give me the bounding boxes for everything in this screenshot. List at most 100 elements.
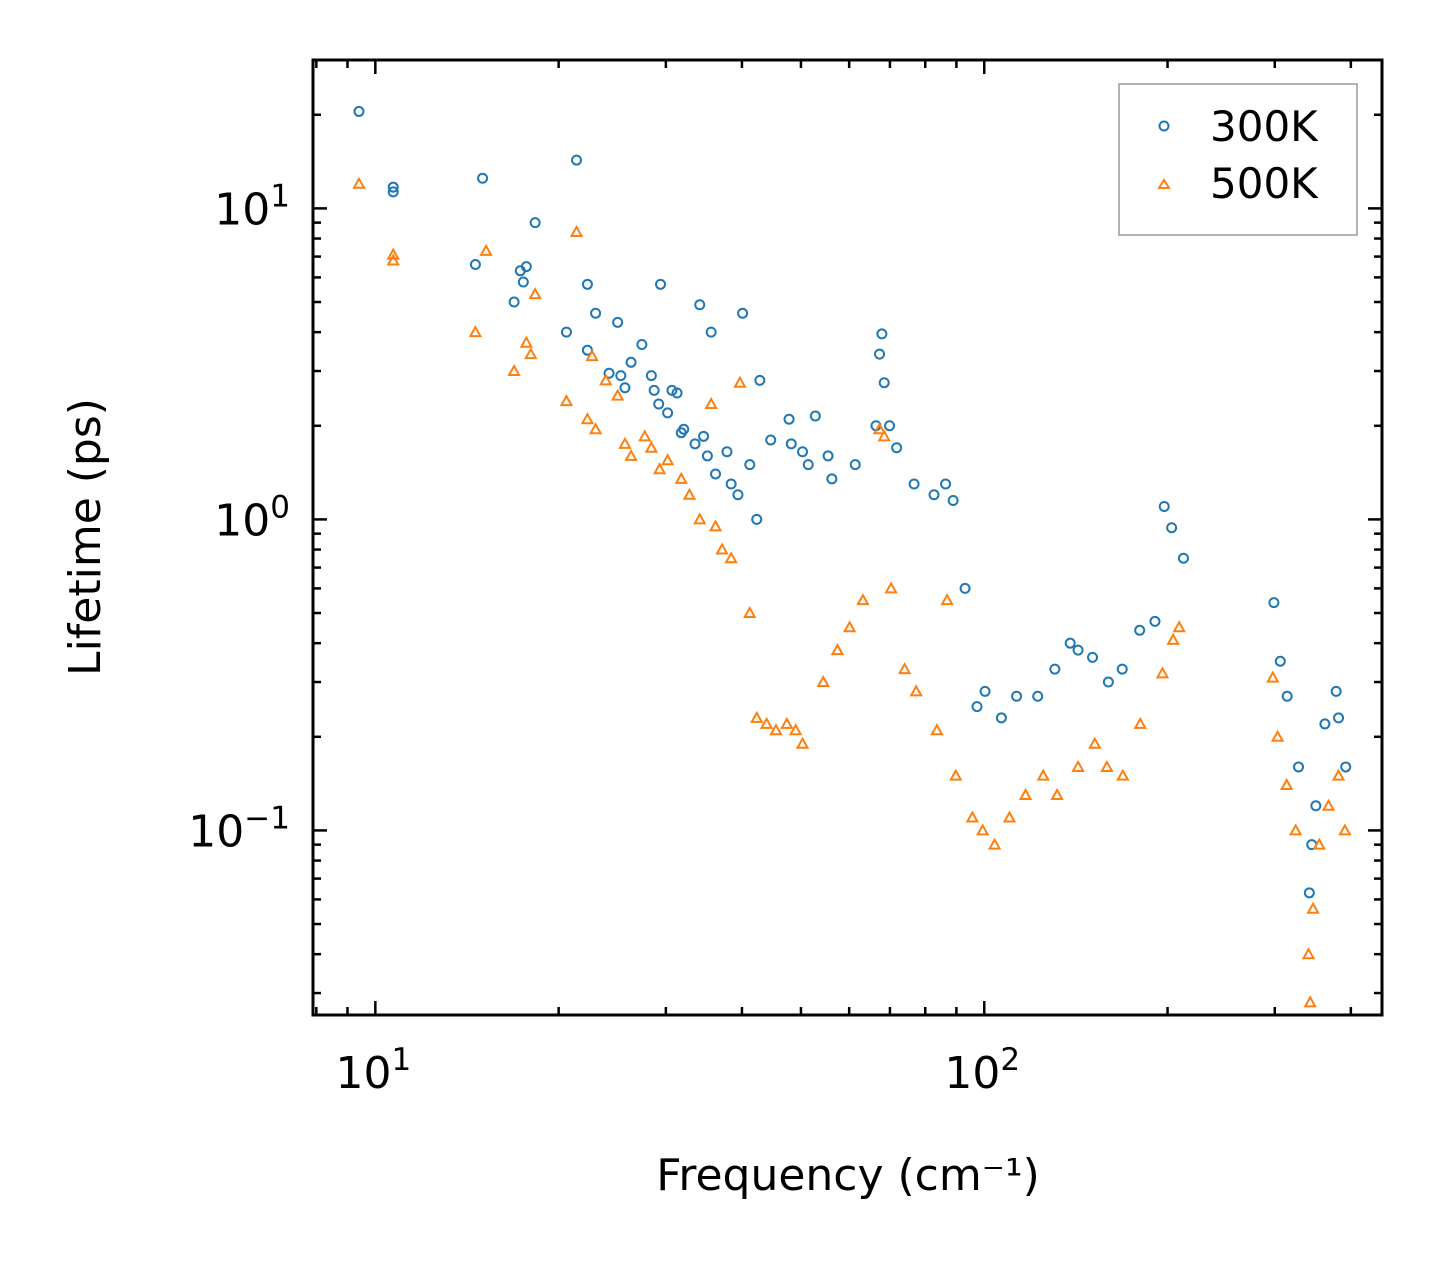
point-500k — [660, 453, 675, 466]
point-500k — [644, 440, 659, 453]
point-500k — [909, 684, 923, 697]
point-300k — [1166, 522, 1178, 534]
point-300k — [560, 326, 572, 338]
point-300k — [802, 459, 814, 471]
point-300k — [710, 468, 722, 480]
point-300k — [876, 328, 888, 340]
point-500k — [1321, 798, 1336, 811]
point-300k — [765, 434, 777, 446]
point-300k — [1274, 655, 1286, 667]
point-300k — [1064, 637, 1076, 649]
point-300k — [625, 356, 637, 368]
point-500k — [682, 487, 697, 500]
point-300k — [662, 407, 674, 419]
point-300k — [653, 398, 665, 410]
point-500k — [1018, 787, 1033, 800]
legend-label-300k: 300K — [1210, 102, 1319, 151]
point-300k — [1134, 624, 1146, 636]
point-500k — [759, 716, 774, 729]
y-tick-label: 101 — [214, 178, 290, 235]
point-300k — [725, 478, 737, 490]
point-300k — [908, 478, 920, 490]
point-300k — [1268, 597, 1280, 609]
point-300k — [783, 413, 795, 425]
point-300k — [1281, 690, 1293, 702]
point-500k — [1288, 823, 1303, 836]
point-500k — [1303, 995, 1317, 1008]
tick-labels: 101 102 10−1 100 101 — [188, 178, 1020, 1099]
point-300k — [971, 701, 983, 713]
point-300k — [1319, 718, 1331, 730]
point-300k — [1087, 651, 1099, 663]
point-500k — [1306, 901, 1320, 914]
point-300k — [517, 276, 529, 288]
point-500k — [674, 471, 688, 484]
point-500k — [940, 593, 954, 606]
point-300k — [891, 442, 903, 454]
point-500k — [965, 810, 980, 823]
point-300k — [1303, 887, 1315, 899]
y-tick-label: 10−1 — [188, 800, 290, 857]
point-300k — [648, 384, 660, 396]
point-500k — [1338, 823, 1352, 836]
point-300k — [959, 582, 971, 594]
point-500k — [352, 176, 366, 189]
point-300k — [797, 446, 809, 458]
point-300k — [1330, 685, 1342, 697]
point-300k — [874, 348, 886, 360]
point-300k — [678, 423, 690, 435]
point-300k — [940, 478, 952, 490]
point-300k — [636, 339, 648, 351]
point-300k — [1116, 663, 1128, 675]
point-500k — [1036, 768, 1050, 781]
point-500k — [780, 716, 794, 729]
point-300k — [785, 438, 797, 450]
point-300k — [689, 438, 701, 450]
point-500k — [585, 349, 599, 362]
point-300k — [477, 172, 489, 184]
point-500k — [524, 347, 538, 360]
point-300k — [947, 495, 959, 507]
point-500k — [1266, 670, 1280, 683]
point-300k — [671, 387, 683, 399]
point-300k — [655, 278, 667, 290]
point-300k — [1011, 690, 1023, 702]
point-500k — [930, 723, 944, 736]
point-300k — [721, 446, 733, 458]
point-300k — [737, 307, 749, 319]
point-500k — [949, 768, 963, 781]
point-500k — [559, 394, 574, 407]
point-300k — [694, 299, 706, 311]
point-300k — [520, 261, 532, 273]
point-500k — [693, 512, 707, 525]
point-500k — [618, 436, 632, 449]
point-500k — [624, 448, 638, 461]
point-300k — [1072, 644, 1084, 656]
point-500k — [856, 593, 870, 606]
point-300k — [1293, 761, 1305, 773]
point-300k — [1310, 800, 1322, 812]
point-300k — [387, 181, 399, 193]
point-300k — [615, 370, 627, 382]
point-500k — [1279, 777, 1294, 790]
point-500k — [1100, 759, 1114, 772]
point-500k — [816, 674, 830, 688]
point-300k — [1333, 712, 1345, 724]
point-500k — [743, 605, 757, 619]
axis-ticks — [313, 58, 1382, 1015]
point-300k — [849, 459, 861, 471]
point-300k — [705, 326, 717, 338]
x-tick-label: 101 — [335, 1042, 411, 1099]
point-300k — [826, 473, 838, 485]
point-500k — [610, 388, 625, 401]
point-300k — [732, 489, 744, 501]
point-500k — [830, 643, 845, 656]
point-300k — [529, 217, 541, 229]
point-300k — [645, 370, 657, 382]
point-300k — [979, 685, 991, 697]
point-500k — [987, 837, 1002, 850]
y-axis-label: Lifetime (ps) — [60, 398, 111, 676]
point-500k — [1155, 666, 1170, 679]
legend-marker-500k — [1157, 178, 1171, 189]
